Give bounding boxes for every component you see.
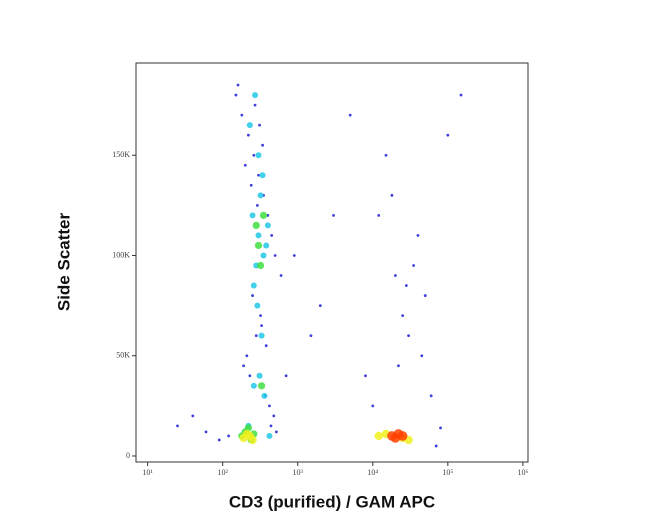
data-point: [459, 93, 463, 97]
data-point: [404, 284, 408, 287]
data-point: [257, 382, 266, 390]
data-point: [244, 424, 252, 432]
data-point: [260, 324, 263, 328]
data-point: [273, 254, 277, 257]
data-point: [263, 242, 270, 249]
data-point: [261, 392, 268, 399]
data-point: [270, 234, 274, 237]
data-point: [242, 429, 252, 439]
data-point: [257, 192, 264, 199]
data-point: [259, 211, 268, 219]
data-point: [250, 382, 257, 389]
data-point: [252, 221, 260, 230]
y-tick-label: 100K: [112, 250, 130, 259]
data-point: [309, 334, 313, 338]
data-point: [176, 424, 179, 428]
data-point: [254, 302, 261, 309]
data-point: [374, 431, 383, 441]
y-tick-label: 0: [126, 451, 130, 460]
data-point: [256, 261, 265, 270]
data-point: [252, 92, 259, 99]
data-point: [416, 234, 420, 237]
x-tick-label: 10⁵: [442, 468, 453, 477]
x-tick-label: 10⁶: [517, 468, 528, 477]
data-point: [260, 252, 267, 259]
data-point: [272, 414, 276, 418]
data-point: [371, 404, 375, 408]
data-point: [257, 173, 260, 177]
data-point: [258, 123, 261, 127]
data-point: [249, 212, 256, 219]
data-point: [393, 274, 397, 277]
data-point: [246, 133, 250, 137]
data-point: [384, 153, 388, 157]
data-point: [261, 143, 264, 147]
data-point: [217, 438, 221, 442]
data-point: [390, 193, 394, 197]
data-point: [439, 426, 442, 430]
data-point: [266, 213, 270, 217]
data-point: [348, 113, 352, 117]
x-tick-label: 10³: [293, 468, 304, 477]
data-point: [258, 332, 265, 339]
data-point: [275, 430, 278, 434]
data-point: [240, 113, 244, 117]
data-point: [255, 152, 262, 159]
data-point: [412, 264, 416, 267]
data-point: [256, 372, 263, 379]
data-point: [236, 83, 240, 87]
x-tick-label: 10²: [217, 468, 228, 477]
x-axis-title: CD3 (purified) / GAM APC: [229, 492, 435, 511]
data-point: [242, 364, 245, 368]
data-point: [401, 314, 405, 318]
data-point: [250, 282, 257, 289]
data-point: [248, 374, 252, 378]
data-point: [251, 294, 254, 297]
data-point: [255, 232, 262, 239]
data-point: [243, 163, 247, 167]
data-point: [318, 304, 322, 308]
x-tick-label: 10¹: [142, 468, 153, 477]
data-point: [264, 222, 271, 229]
data-point: [284, 374, 288, 378]
data-point: [254, 334, 258, 338]
data-point: [423, 294, 427, 297]
data-point: [266, 432, 273, 439]
data-point: [255, 203, 259, 207]
data-point: [397, 364, 400, 368]
data-point: [246, 122, 253, 129]
data-point: [252, 153, 256, 157]
data-point: [332, 213, 335, 217]
data-point: [407, 334, 410, 338]
data-point: [268, 404, 271, 408]
y-tick-label: 150K: [112, 150, 130, 159]
data-point: [292, 254, 296, 257]
data-point: [397, 431, 408, 441]
data-point: [429, 394, 433, 398]
data-point: [191, 414, 195, 418]
y-tick-label: 50K: [116, 351, 130, 360]
plot-frame: [135, 62, 529, 463]
data-point: [446, 133, 450, 137]
data-point: [227, 434, 231, 438]
data-point: [259, 314, 262, 318]
data-point: [254, 241, 263, 250]
data-point: [259, 172, 266, 179]
data-point: [434, 444, 438, 448]
data-point: [279, 274, 283, 277]
data-point: [248, 435, 257, 445]
y-axis-title: Side Scatter: [54, 212, 73, 311]
data-point: [245, 354, 249, 358]
data-point: [269, 424, 273, 428]
x-tick-label: 10⁴: [367, 468, 378, 477]
data-point: [249, 183, 253, 187]
data-point: [204, 430, 208, 434]
data-point: [234, 93, 238, 97]
data-point: [420, 354, 424, 358]
data-point: [377, 213, 381, 217]
data-point: [253, 103, 257, 107]
data-point: [364, 374, 367, 378]
data-point: [264, 344, 268, 348]
